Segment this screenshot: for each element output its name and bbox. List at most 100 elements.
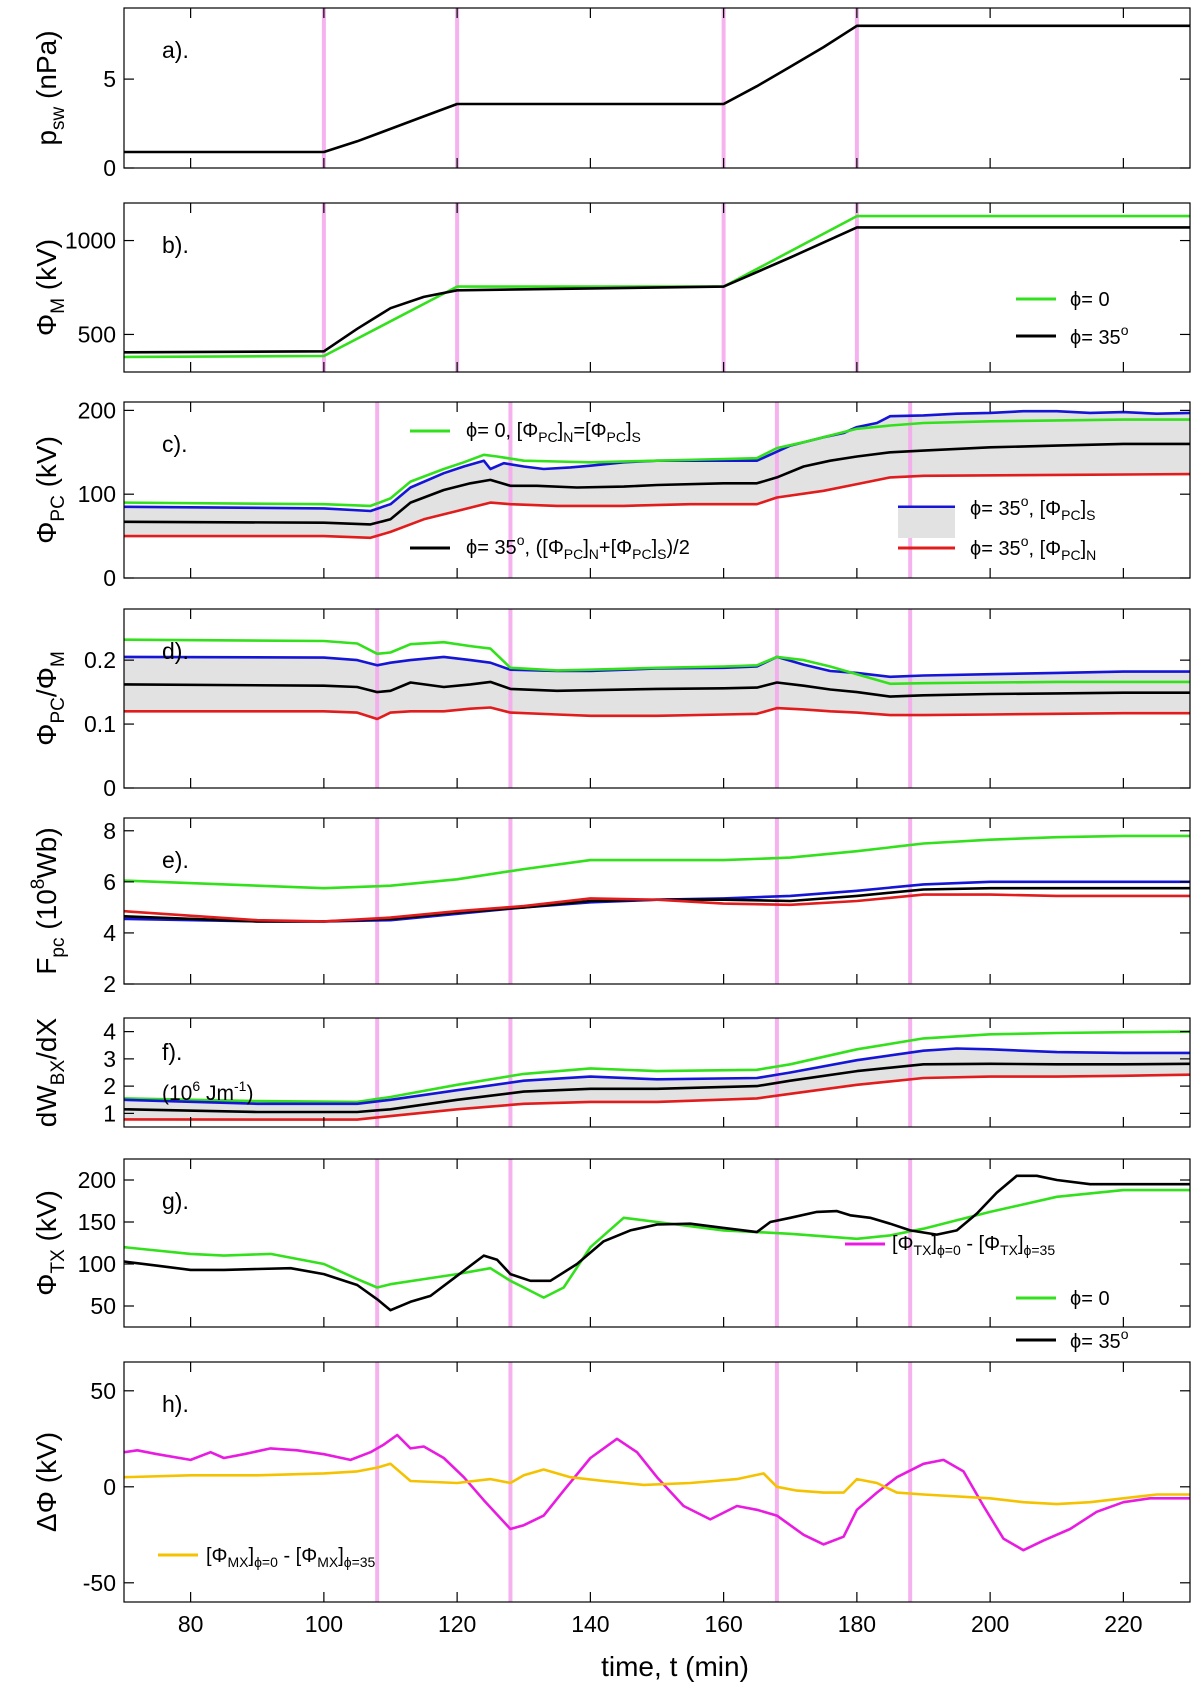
panel-f-units-note: (106 Jm-1)	[162, 1078, 253, 1105]
panel-d-series-1	[124, 638, 1190, 686]
panel-e-series-0	[124, 834, 1190, 890]
panel-b-series-1	[124, 226, 1190, 354]
panel-b-ytick-label-0: 500	[78, 321, 116, 347]
panel-e-ytick-label-1: 4	[103, 920, 116, 946]
panel-d-frame	[123, 608, 1191, 789]
panel-g-ytick-label-0: 50	[90, 1293, 116, 1319]
legend-label-b-green: ϕ= 0	[1070, 289, 1110, 311]
panel-a-plot-area	[124, 8, 1190, 168]
panel-h-xtick-label-5: 180	[838, 1611, 876, 1637]
panel-c-series-3	[124, 472, 1190, 540]
panel-c-y-axis-label: ΦPC (kV)	[31, 436, 69, 544]
panel-c-series-1	[124, 418, 1190, 508]
panel-e-plot-area	[124, 818, 1190, 984]
panel-h-xtick-label-6: 200	[971, 1611, 1009, 1637]
panel-a-ytick-label-1: 5	[103, 66, 116, 92]
panel-d-ytick-label-2: 0.2	[84, 647, 116, 673]
legend-panel-b: ϕ= 0 ϕ= 35o	[1016, 289, 1129, 349]
panel-g-label: g).	[162, 1188, 189, 1214]
legend-label-b-black: ϕ= 35o	[1070, 322, 1129, 349]
legend-label-c-blue: ϕ= 35o, [ΦPC]S	[970, 493, 1095, 523]
panel-h-xtick-label-1: 100	[305, 1611, 343, 1637]
panel-f-plot-area	[124, 1018, 1190, 1127]
panel-g-ytick-label-3: 200	[78, 1167, 116, 1193]
panel-h-ytick-label-1: 0	[103, 1474, 116, 1500]
panel-h-xtick-label-0: 80	[178, 1611, 204, 1637]
panel-a-ytick-label-0: 0	[103, 155, 116, 181]
x-axis-label: time, t (min)	[601, 1651, 749, 1682]
panel-h-series-0	[124, 1433, 1190, 1552]
panel-e-ytick-label-3: 8	[103, 818, 116, 844]
panel-d-ytick-label-1: 0.1	[84, 711, 116, 737]
panel-a-series-0	[124, 24, 1190, 154]
panel-h-label: h).	[162, 1391, 189, 1417]
panel-f-frame	[123, 1017, 1191, 1128]
panel-f-series-2	[124, 1062, 1190, 1114]
legend-label-g-black: ϕ= 35o	[1070, 1326, 1129, 1353]
panel-d-plot-area	[124, 609, 1190, 788]
panel-h-xtick-label-3: 140	[571, 1611, 609, 1637]
legend-label-c-red: ϕ= 35o, [ΦPC]N	[970, 533, 1096, 563]
panel-f-series-0	[124, 1030, 1190, 1104]
panel-f-ytick-label-3: 4	[103, 1019, 116, 1045]
panel-e-ytick-label-0: 2	[103, 971, 116, 997]
panel-c-ytick-label-1: 100	[78, 481, 116, 507]
panel-a-y-axis-label: psw (nPa)	[31, 30, 69, 145]
panel-h-y-axis-label: ΔΦ (kV)	[31, 1432, 62, 1532]
panel-d-ytick-label-0: 0	[103, 775, 116, 801]
panel-f-y-axis-label: dWBX/dX	[31, 1017, 69, 1127]
panel-b-y-axis-label: ΦM (kV)	[31, 239, 69, 336]
panel-c-shaded-band	[124, 411, 1190, 538]
panel-d-label: d).	[162, 638, 189, 664]
panel-f-series-3	[124, 1073, 1190, 1121]
panel-f-label: f).	[162, 1039, 182, 1065]
panel-f-series-1	[124, 1047, 1190, 1106]
panel-e-series-2	[124, 886, 1190, 923]
panel-h-ytick-label-2: 50	[90, 1378, 116, 1404]
panel-f-ytick-label-2: 3	[103, 1046, 116, 1072]
panel-c-plot-area	[124, 402, 1190, 578]
panel-c-ytick-label-2: 200	[78, 397, 116, 423]
panel-b-frame	[123, 202, 1191, 373]
panel-d: 0 0.1 0.2 d). ΦPC/ΦM	[31, 608, 1191, 801]
panel-g-plot-area	[124, 1159, 1190, 1327]
panel-g: 50 100 150 200 g). ΦTX (kV)	[31, 1158, 1191, 1328]
panel-a: 0 5 a). psw (nPa)	[31, 7, 1191, 181]
panel-h-plot-area	[124, 1362, 1190, 1602]
panel-c-series-2	[124, 442, 1190, 526]
panel-f-ytick-label-1: 2	[103, 1073, 116, 1099]
panel-c-frame	[123, 401, 1191, 579]
panel-d-series-2	[124, 680, 1190, 698]
legend-label-h-magenta: [ΦTX]ϕ=0 - [ΦTX]ϕ=35	[892, 1233, 1055, 1258]
panel-d-y-axis-label: ΦPC/ΦM	[31, 651, 69, 746]
panel-h-xtick-label-2: 120	[438, 1611, 476, 1637]
legend-label-g-green: ϕ= 0	[1070, 1288, 1110, 1310]
panel-h: -50 0 50 80 100 120 140 160 180 200 220 h). ΔΦ (kV)	[31, 1361, 1191, 1637]
legend-panel-h: [ΦTX]ϕ=0 - [ΦTX]ϕ=35 [ΦMX]ϕ=0 - [ΦMX]ϕ=3…	[158, 1233, 1055, 1570]
panel-b-series-0	[124, 214, 1190, 359]
panel-c: 0 100 200 c). ΦPC (kV)	[31, 397, 1191, 591]
panel-e-series-3	[124, 893, 1190, 923]
panel-f-shaded-band	[124, 1048, 1190, 1120]
panel-g-ytick-label-2: 150	[78, 1209, 116, 1235]
panel-e-frame	[123, 817, 1191, 985]
legend-panel-g: ϕ= 0 ϕ= 35o	[1016, 1288, 1129, 1353]
panel-b-plot-area	[124, 203, 1190, 372]
panel-h-series-1	[124, 1462, 1190, 1506]
legend-label-c-black: ϕ= 35o, ([ΦPC]N+[ΦPC]S)/2	[466, 532, 690, 562]
panel-g-series-1	[124, 1174, 1190, 1312]
legend-panel-c: ϕ= 0, [ΦPC]N=[ΦPC]S ϕ= 35o, ([ΦPC]N+[ΦPC…	[410, 420, 1096, 563]
panel-e-y-axis-label: Fpc (108Wb)	[28, 827, 69, 974]
panel-e-label: e).	[162, 847, 189, 873]
legend-swatch-c-band	[898, 508, 955, 538]
panel-g-frame	[123, 1158, 1191, 1328]
panel-c-label: c).	[162, 431, 188, 457]
panel-e: 2 4 6 8 e). Fpc (108Wb)	[28, 817, 1191, 997]
panel-a-frame	[123, 7, 1191, 169]
legend-label-c-green: ϕ= 0, [ΦPC]N=[ΦPC]S	[466, 420, 641, 445]
panel-g-series-0	[124, 1188, 1190, 1299]
panel-d-series-3	[124, 706, 1190, 721]
panel-h-xtick-label-7: 220	[1104, 1611, 1142, 1637]
